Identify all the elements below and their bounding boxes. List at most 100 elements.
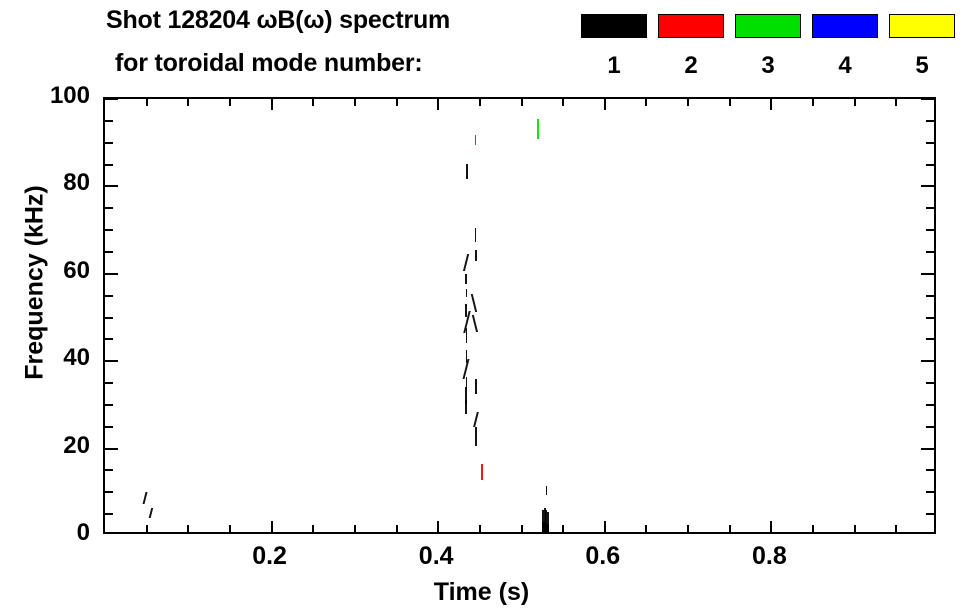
- x-tick-top: [645, 99, 648, 106]
- y-tick-left: [105, 185, 118, 188]
- x-tick-top: [520, 99, 523, 106]
- y-tick-left: [105, 447, 118, 450]
- data-mark: [465, 328, 468, 344]
- legend-entry-1: 1: [581, 0, 649, 90]
- y-tick-right: [921, 272, 934, 275]
- legend-label-5: 5: [915, 52, 929, 79]
- legend-label-2: 2: [684, 52, 698, 79]
- y-tick-right: [921, 533, 934, 534]
- y-tick-right: [926, 163, 934, 166]
- y-tick-left: [105, 533, 118, 534]
- data-mark: [473, 412, 479, 428]
- x-tick-top: [395, 99, 398, 106]
- y-tick-label-80: 80: [63, 169, 90, 197]
- data-mark: [464, 399, 467, 414]
- x-tick-bottom: [187, 525, 190, 532]
- y-tick-label-100: 100: [49, 82, 90, 109]
- data-mark: [541, 522, 546, 532]
- x-tick-top: [853, 99, 856, 106]
- legend-swatch-2: [658, 14, 724, 38]
- y-tick-right: [926, 141, 934, 144]
- y-tick-right: [926, 119, 934, 122]
- data-mark: [465, 273, 467, 285]
- x-tick-bottom: [603, 521, 606, 532]
- x-tick-label-0.6: 0.6: [585, 542, 621, 570]
- x-tick-bottom: [895, 525, 898, 532]
- x-tick-top: [270, 99, 273, 110]
- data-mark: [537, 118, 539, 139]
- data-mark: [466, 163, 468, 180]
- legend-swatch-4: [812, 14, 878, 38]
- data-mark: [465, 304, 467, 317]
- x-tick-top: [728, 99, 731, 106]
- y-tick-right: [921, 185, 934, 188]
- data-mark: [475, 249, 477, 262]
- chart-title-line-1: Shot 128204 ωB(ω) spectrum: [106, 6, 451, 34]
- data-mark: [545, 510, 548, 532]
- y-tick-left: [105, 491, 113, 494]
- legend-label-1: 1: [607, 52, 621, 79]
- x-tick-bottom: [687, 525, 690, 532]
- x-tick-bottom: [270, 521, 273, 532]
- y-tick-left: [105, 119, 113, 122]
- x-tick-bottom: [520, 525, 523, 532]
- y-tick-right: [926, 250, 934, 253]
- data-mark: [465, 377, 468, 389]
- x-tick-label-0.4: 0.4: [418, 542, 454, 570]
- data-mark: [543, 508, 546, 532]
- plot-area: [103, 97, 936, 534]
- data-mark: [470, 294, 478, 313]
- y-tick-right: [921, 99, 934, 100]
- y-tick-right: [926, 491, 934, 494]
- y-tick-right: [926, 294, 934, 297]
- y-tick-left: [105, 141, 113, 144]
- data-mark: [475, 426, 478, 446]
- y-tick-left: [105, 316, 113, 319]
- y-tick-left: [105, 207, 113, 210]
- y-tick-right: [921, 360, 934, 363]
- y-tick-left: [105, 382, 113, 385]
- data-mark: [148, 507, 153, 518]
- data-mark: [471, 314, 478, 333]
- data-mark: [462, 359, 470, 380]
- data-mark: [462, 254, 469, 272]
- x-tick-bottom: [812, 525, 815, 532]
- data-mark: [541, 509, 544, 532]
- y-tick-right: [926, 382, 934, 385]
- x-tick-bottom: [312, 525, 315, 532]
- data-mark: [142, 492, 147, 505]
- legend-swatch-3: [735, 14, 801, 38]
- x-tick-top: [437, 99, 440, 110]
- data-mark: [545, 486, 548, 495]
- y-tick-right: [926, 229, 934, 232]
- data-mark: [465, 288, 468, 298]
- y-tick-right: [926, 425, 934, 428]
- y-tick-left: [105, 425, 113, 428]
- data-mark: [547, 511, 549, 532]
- x-tick-top: [228, 99, 231, 106]
- x-tick-label-0.8: 0.8: [752, 542, 787, 570]
- x-tick-top: [187, 99, 190, 106]
- y-tick-right: [926, 207, 934, 210]
- data-mark: [544, 523, 549, 532]
- y-tick-label-60: 60: [63, 256, 90, 284]
- y-tick-right: [926, 338, 934, 341]
- y-tick-left: [105, 403, 113, 406]
- y-tick-left: [105, 513, 113, 516]
- x-tick-top: [687, 99, 690, 106]
- y-tick-right: [921, 447, 934, 450]
- x-tick-bottom: [562, 525, 565, 532]
- data-mark: [481, 463, 483, 481]
- legend-entry-4: 4: [812, 0, 880, 90]
- x-tick-top: [312, 99, 315, 106]
- x-tick-bottom: [145, 525, 148, 532]
- plot-canvas: [105, 99, 934, 532]
- x-axis-title: Time (s): [433, 578, 530, 606]
- y-tick-left: [105, 99, 118, 100]
- x-tick-label-0.2: 0.2: [252, 542, 287, 570]
- y-tick-label-40: 40: [63, 344, 90, 372]
- x-tick-bottom: [645, 525, 648, 532]
- legend-swatch-1: [581, 14, 647, 38]
- y-tick-right: [926, 316, 934, 319]
- x-tick-bottom: [770, 521, 773, 532]
